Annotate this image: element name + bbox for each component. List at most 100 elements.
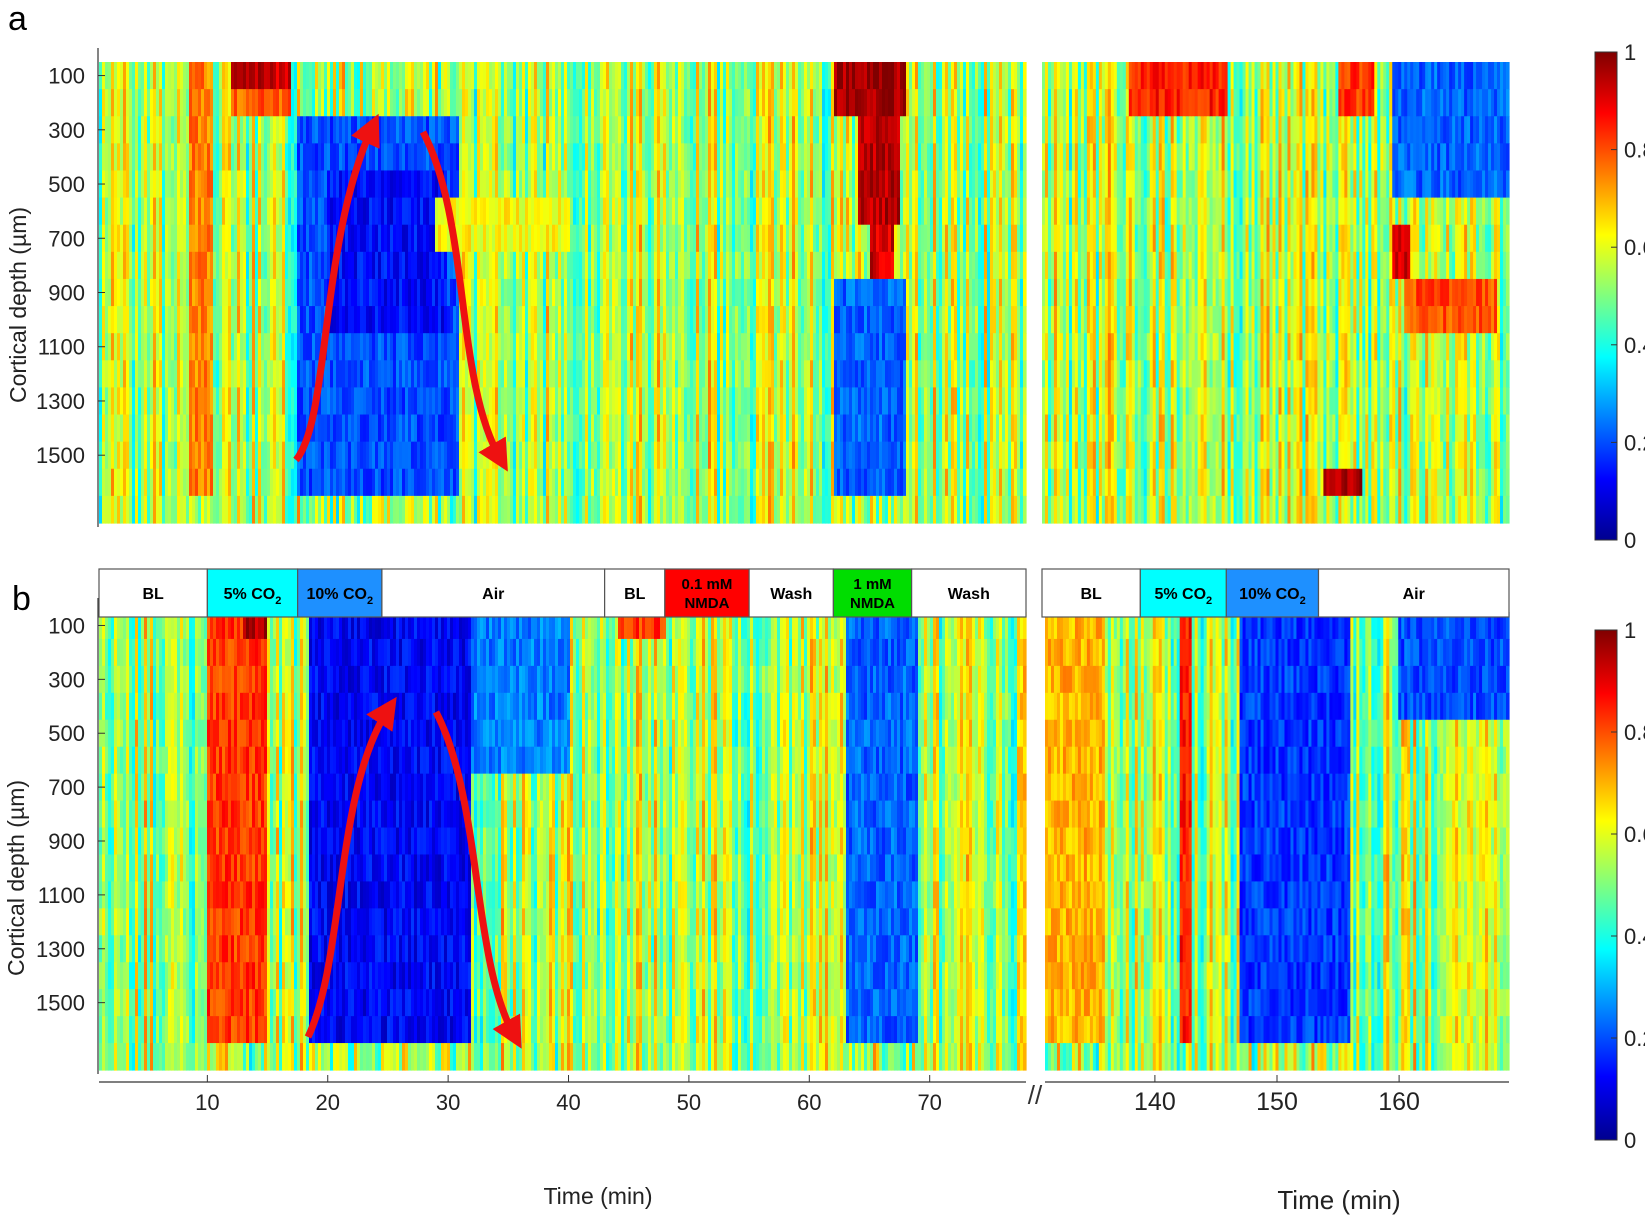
heatmap-cell [522,89,526,117]
heatmap-cell [207,414,211,443]
heatmap-cell [105,360,109,389]
heatmap-cell [429,360,433,389]
heatmap-cell [150,278,154,307]
heatmap-cell [297,62,301,90]
heatmap-cell [174,89,178,117]
heatmap-cell [576,170,580,199]
heatmap-cell [474,197,478,226]
heatmap-cell [504,224,508,253]
heatmap-cell [333,224,337,253]
heatmap-cell [600,333,604,361]
heatmap-cell [192,495,196,524]
heatmap-cell [285,306,289,334]
heatmap-cell [558,170,562,199]
heatmap-cell [474,224,478,253]
heatmap-cell [138,387,142,416]
heatmap-cell [591,441,595,470]
heatmap-cell [297,251,301,280]
heatmap-cell [360,89,364,117]
heatmap-cell [180,360,184,389]
heatmap-cell [570,251,574,280]
heatmap-cell [486,360,490,389]
heatmap-cell [249,360,253,389]
heatmap-cell [618,170,622,199]
heatmap-cell [363,197,367,226]
heatmap-cell [666,495,670,524]
heatmap-cell [612,360,616,389]
heatmap-cell [183,278,187,307]
heatmap-cell [585,251,589,280]
heatmap-cell [423,414,427,443]
heatmap-cell [174,224,178,253]
heatmap-cell [423,89,427,117]
heatmap-cell [264,360,268,389]
heatmap-cell [243,387,247,416]
heatmap-cell [276,89,280,117]
heatmap-cell [477,170,481,199]
heatmap-cell [588,306,592,334]
heatmap-cell [288,278,292,307]
heatmap-cell [414,306,418,334]
heatmap-cell [639,116,643,144]
heatmap-cell [117,89,121,117]
heatmap-cell [102,197,106,226]
heatmap-cell [333,414,337,443]
heatmap-cell [666,143,670,172]
heatmap-cell [687,468,691,497]
heatmap-cell [579,495,583,524]
heatmap-cell [240,116,244,144]
heatmap-cell [153,116,157,144]
heatmap-cell [114,62,118,90]
heatmap-cell [492,387,496,416]
heatmap-cell [453,360,457,389]
heatmap-cell [414,89,418,117]
heatmap-cell [297,197,301,226]
heatmap-cell [546,387,550,416]
heatmap-cell [141,197,145,226]
heatmap-cell [570,306,574,334]
heatmap-cell [294,224,298,253]
heatmap-cell [690,468,694,497]
heatmap-cell [192,468,196,497]
heatmap-cell [318,333,322,361]
heatmap-cell [423,468,427,497]
heatmap-cell [312,495,316,524]
heatmap-cell [555,306,559,334]
heatmap-cell [210,387,214,416]
heatmap-cell [600,414,604,443]
heatmap-cell [102,468,106,497]
heatmap-cell [573,468,577,497]
heatmap-cell [579,116,583,144]
heatmap-cell [171,441,175,470]
heatmap-cell [189,116,193,144]
heatmap-cell [345,62,349,90]
heatmap-cell [492,414,496,443]
heatmap-cell [681,224,685,253]
heatmap-cell [519,62,523,90]
heatmap-cell [378,170,382,199]
heatmap-cell [213,333,217,361]
heatmap-cell [327,495,331,524]
heatmap-cell [171,89,175,117]
heatmap-cell [153,306,157,334]
heatmap-cell [456,170,460,199]
heatmap-cell [639,170,643,199]
heatmap-cell [663,170,667,199]
heatmap-cell [606,116,610,144]
heatmap-cell [318,278,322,307]
heatmap-cell [675,333,679,361]
heatmap-cell [180,414,184,443]
heatmap-cell [636,116,640,144]
heatmap-cell [630,170,634,199]
heatmap-cell [594,62,598,90]
heatmap-cell [612,251,616,280]
heatmap-cell [291,441,295,470]
heatmap-cell [210,62,214,90]
heatmap-cell [339,414,343,443]
heatmap-cell [192,62,196,90]
heatmap-cell [159,278,163,307]
heatmap-cell [525,251,529,280]
heatmap-cell [633,197,637,226]
heatmap-cell [150,89,154,117]
heatmap-cell [546,143,550,172]
